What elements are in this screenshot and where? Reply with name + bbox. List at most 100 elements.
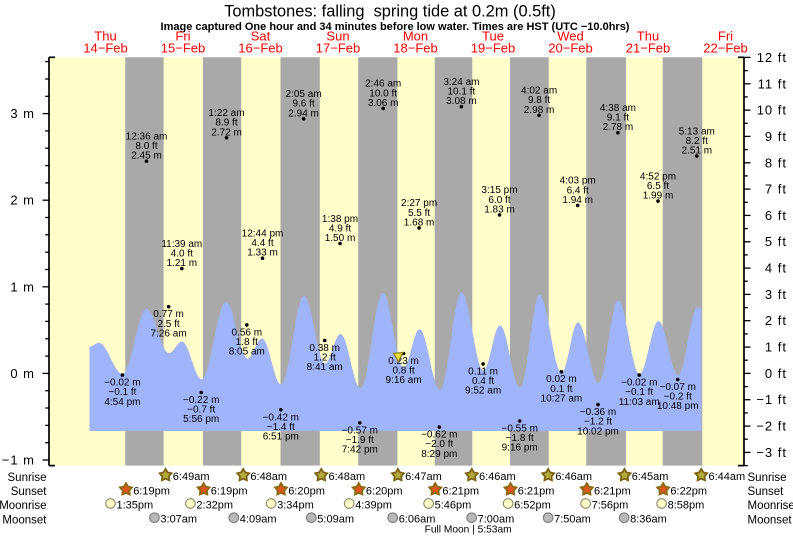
svg-text:2.94 m: 2.94 m xyxy=(288,108,319,119)
svg-text:1.99 m: 1.99 m xyxy=(643,191,674,202)
svg-text:1:38 pm: 1:38 pm xyxy=(322,214,358,225)
svg-text:2.72 m: 2.72 m xyxy=(211,127,242,138)
svg-text:12 ft: 12 ft xyxy=(757,50,787,65)
svg-text:4:54 pm: 4:54 pm xyxy=(104,397,140,408)
svg-text:Tombstones: falling spring ti: Tombstones: falling spring tide at 0.2m … xyxy=(224,3,556,21)
svg-text:6:45am: 6:45am xyxy=(632,471,669,483)
svg-text:5:09am: 5:09am xyxy=(317,514,354,526)
svg-text:3.08 m: 3.08 m xyxy=(446,96,477,107)
svg-text:6:51 pm: 6:51 pm xyxy=(263,432,299,443)
svg-text:3 m: 3 m xyxy=(10,106,35,121)
svg-text:6:20pm: 6:20pm xyxy=(366,485,403,497)
svg-text:1 m: 1 m xyxy=(10,279,35,294)
svg-text:4:09am: 4:09am xyxy=(240,514,277,526)
svg-text:0 ft: 0 ft xyxy=(765,366,787,381)
svg-text:Sunrise: Sunrise xyxy=(8,472,47,484)
svg-text:14−Feb: 14−Feb xyxy=(83,41,127,56)
svg-text:Wed: Wed xyxy=(557,29,584,44)
svg-text:−1.8 ft: −1.8 ft xyxy=(506,433,534,444)
svg-text:4.4 ft: 4.4 ft xyxy=(251,238,273,249)
svg-text:1.8 ft: 1.8 ft xyxy=(236,337,258,348)
svg-text:Moonrise: Moonrise xyxy=(0,500,47,512)
svg-text:7 ft: 7 ft xyxy=(765,182,787,197)
svg-text:5.5 ft: 5.5 ft xyxy=(408,208,430,219)
svg-text:−1.4 ft: −1.4 ft xyxy=(267,422,295,433)
svg-text:8:58pm: 8:58pm xyxy=(668,500,705,512)
svg-text:3:15 pm: 3:15 pm xyxy=(481,185,517,196)
svg-text:5:46pm: 5:46pm xyxy=(435,500,472,512)
svg-text:18−Feb: 18−Feb xyxy=(393,41,437,56)
svg-text:7:50am: 7:50am xyxy=(554,514,591,526)
svg-text:7:56pm: 7:56pm xyxy=(592,500,629,512)
svg-text:0.8 ft: 0.8 ft xyxy=(392,366,414,377)
svg-text:6:46am: 6:46am xyxy=(555,471,592,483)
svg-text:10:48 pm: 10:48 pm xyxy=(657,401,699,412)
svg-text:11 ft: 11 ft xyxy=(758,76,787,91)
svg-text:6:48am: 6:48am xyxy=(329,471,366,483)
svg-text:Image captured One hour and 34: Image captured One hour and 34 minutes b… xyxy=(161,21,630,33)
svg-text:Sunset: Sunset xyxy=(11,486,48,498)
svg-text:19−Feb: 19−Feb xyxy=(471,41,515,56)
svg-text:1.50 m: 1.50 m xyxy=(325,233,356,244)
svg-text:1.2 ft: 1.2 ft xyxy=(314,353,336,364)
svg-text:6:19pm: 6:19pm xyxy=(211,485,248,497)
svg-text:5 ft: 5 ft xyxy=(765,234,787,249)
svg-text:1.83 m: 1.83 m xyxy=(484,204,515,215)
svg-text:Thu: Thu xyxy=(637,29,659,44)
svg-text:0.77 m: 0.77 m xyxy=(153,309,184,320)
svg-text:6:46am: 6:46am xyxy=(479,471,516,483)
svg-text:Sunset: Sunset xyxy=(748,486,785,498)
svg-text:4:02 am: 4:02 am xyxy=(521,86,557,97)
svg-text:4:03 pm: 4:03 pm xyxy=(560,176,596,187)
svg-text:Fri: Fri xyxy=(718,29,733,44)
svg-text:6.5 ft: 6.5 ft xyxy=(647,181,669,192)
svg-text:−0.1 ft: −0.1 ft xyxy=(108,387,136,398)
svg-text:−1 ft: −1 ft xyxy=(756,392,787,407)
svg-text:1.33 m: 1.33 m xyxy=(247,248,278,259)
svg-text:8 ft: 8 ft xyxy=(765,155,787,170)
svg-text:Sunrise: Sunrise xyxy=(748,472,787,484)
svg-text:8:41 am: 8:41 am xyxy=(307,362,343,373)
svg-text:6.0 ft: 6.0 ft xyxy=(488,195,510,206)
svg-text:3:24 am: 3:24 am xyxy=(443,77,479,88)
svg-text:1.94 m: 1.94 m xyxy=(562,195,593,206)
svg-text:15−Feb: 15−Feb xyxy=(161,41,205,56)
svg-text:0.38 m: 0.38 m xyxy=(309,343,340,354)
svg-text:6:21pm: 6:21pm xyxy=(594,485,631,497)
svg-text:−0.57 m: −0.57 m xyxy=(342,425,378,436)
svg-text:6:52pm: 6:52pm xyxy=(514,500,551,512)
svg-text:9.8 ft: 9.8 ft xyxy=(528,95,550,106)
svg-text:10:02 pm: 10:02 pm xyxy=(577,426,619,437)
svg-text:9:16 am: 9:16 am xyxy=(386,375,422,386)
svg-text:−0.7 ft: −0.7 ft xyxy=(187,405,215,416)
svg-text:2.5 ft: 2.5 ft xyxy=(157,319,179,330)
svg-text:9.1 ft: 9.1 ft xyxy=(607,113,629,124)
svg-text:2.98 m: 2.98 m xyxy=(524,105,555,116)
svg-text:−0.02 m: −0.02 m xyxy=(104,378,140,389)
svg-text:8:29 pm: 8:29 pm xyxy=(421,449,457,460)
svg-text:8:05 am: 8:05 am xyxy=(229,347,265,358)
svg-text:7:00am: 7:00am xyxy=(478,514,515,526)
svg-text:16−Feb: 16−Feb xyxy=(238,41,282,56)
svg-text:5:13 am: 5:13 am xyxy=(679,126,715,137)
svg-text:Sun: Sun xyxy=(326,29,349,44)
svg-text:−2 ft: −2 ft xyxy=(756,419,787,434)
svg-text:20−Feb: 20−Feb xyxy=(548,41,592,56)
svg-text:−0.1 ft: −0.1 ft xyxy=(625,387,653,398)
svg-text:12:36 am: 12:36 am xyxy=(126,132,168,143)
svg-text:3.06 m: 3.06 m xyxy=(368,98,399,109)
svg-text:−1 m: −1 m xyxy=(2,453,35,468)
svg-text:−1.9 ft: −1.9 ft xyxy=(346,435,374,446)
svg-text:Moonset: Moonset xyxy=(2,514,47,526)
svg-text:0.23 m: 0.23 m xyxy=(388,356,419,367)
svg-text:6:48am: 6:48am xyxy=(250,471,287,483)
svg-text:2 m: 2 m xyxy=(10,193,35,208)
svg-text:2.45 m: 2.45 m xyxy=(131,151,162,162)
svg-text:9:52 am: 9:52 am xyxy=(465,386,501,397)
svg-text:2.78 m: 2.78 m xyxy=(603,122,634,133)
svg-text:12:44 pm: 12:44 pm xyxy=(242,229,284,240)
svg-text:1 ft: 1 ft xyxy=(765,340,787,355)
svg-text:−2.0 ft: −2.0 ft xyxy=(425,439,453,450)
svg-text:0.11 m: 0.11 m xyxy=(468,366,498,377)
svg-text:−1.2 ft: −1.2 ft xyxy=(584,417,612,428)
